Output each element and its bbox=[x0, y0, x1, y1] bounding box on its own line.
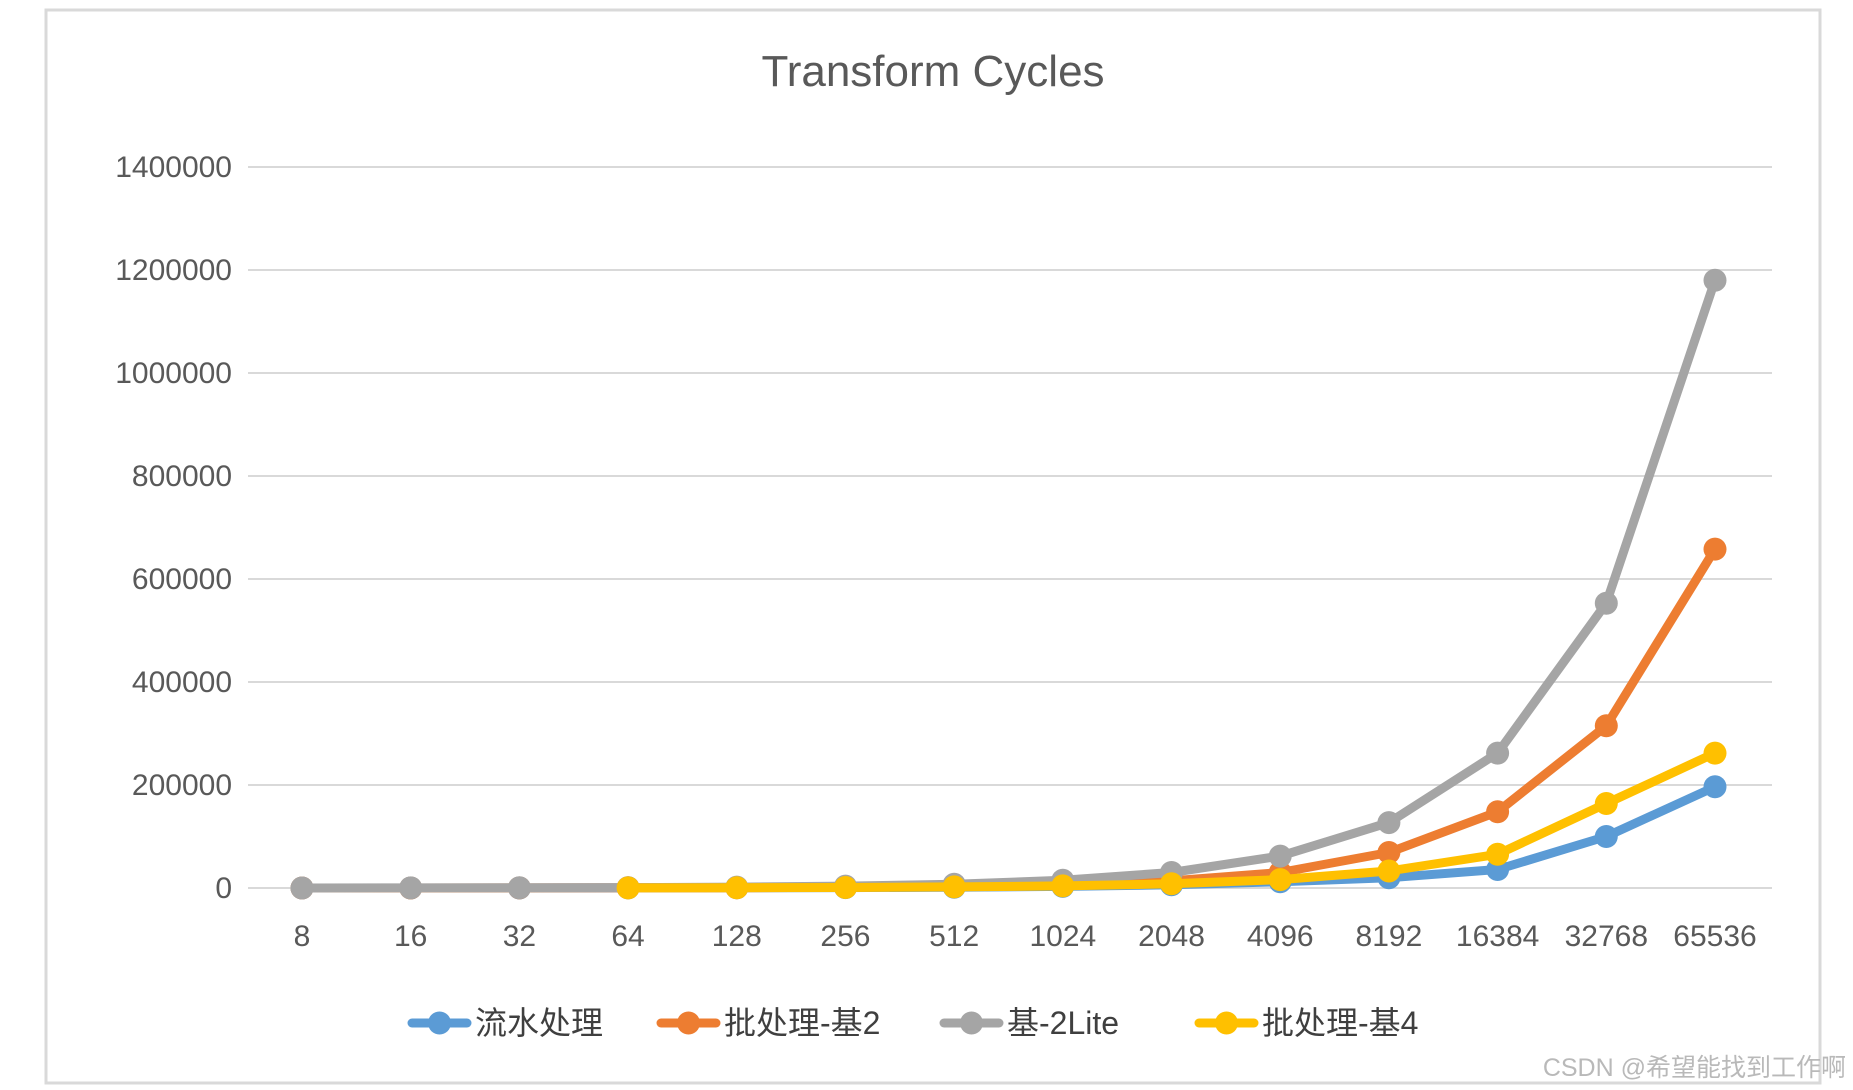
legend-marker-dot bbox=[428, 1011, 451, 1035]
x-tick-label: 16 bbox=[394, 920, 427, 953]
legend-label: 流水处理 bbox=[475, 1005, 603, 1041]
x-tick-label: 1024 bbox=[1029, 920, 1096, 953]
series-marker-3 bbox=[1160, 872, 1183, 896]
y-tick-label: 400000 bbox=[132, 666, 232, 699]
series-marker-3 bbox=[1486, 842, 1510, 866]
series-marker-2 bbox=[507, 876, 531, 900]
chart-border bbox=[44, 8, 1822, 1085]
legend-marker-dot bbox=[677, 1011, 700, 1035]
y-tick-label: 1200000 bbox=[115, 254, 232, 287]
series-marker-3 bbox=[1268, 868, 1292, 892]
series-marker-0 bbox=[1703, 775, 1727, 799]
legend-item-0: 流水处理 bbox=[407, 1005, 603, 1041]
legend-label: 基-2Lite bbox=[1007, 1005, 1119, 1041]
x-tick-label: 2048 bbox=[1138, 920, 1205, 953]
legend-label: 批处理-基2 bbox=[724, 1005, 880, 1041]
x-tick-label: 32768 bbox=[1565, 920, 1648, 953]
series-marker-3 bbox=[725, 876, 749, 900]
legend: 流水处理 批处理-基2 基-2Lite 批处理-基4 bbox=[407, 1005, 1418, 1041]
x-tick-label: 8 bbox=[294, 920, 311, 953]
series-marker-2 bbox=[1377, 811, 1401, 835]
watermark: CSDN @希望能找到工作啊 bbox=[1543, 1054, 1846, 1082]
series-marker-2 bbox=[1594, 591, 1618, 615]
y-tick-label: 600000 bbox=[132, 563, 232, 596]
x-tick-label: 128 bbox=[712, 920, 762, 953]
x-tick-label: 512 bbox=[929, 920, 979, 953]
series-marker-2 bbox=[1268, 844, 1292, 868]
series-marker-2 bbox=[1486, 741, 1510, 765]
series-lines bbox=[290, 268, 1727, 900]
y-tick-label: 1400000 bbox=[115, 151, 232, 184]
x-tick-label: 4096 bbox=[1247, 920, 1314, 953]
x-tick-label: 16384 bbox=[1456, 920, 1539, 953]
x-tick-label: 8192 bbox=[1356, 920, 1423, 953]
series-marker-3 bbox=[1051, 874, 1075, 898]
y-tick-label: 0 bbox=[215, 872, 232, 905]
x-tick-label: 256 bbox=[820, 920, 870, 953]
legend-label: 批处理-基4 bbox=[1262, 1005, 1418, 1041]
series-marker-1 bbox=[1486, 800, 1510, 824]
series-marker-3 bbox=[834, 876, 857, 899]
legend-item-3: 批处理-基4 bbox=[1194, 1005, 1418, 1041]
series-marker-3 bbox=[1703, 741, 1727, 765]
series-marker-3 bbox=[616, 876, 640, 900]
series-marker-3 bbox=[942, 875, 966, 899]
x-axis-labels: 8 16 32 64 128 256 512 1024 2048 4096 8192 16384 327… bbox=[294, 920, 1757, 953]
series-marker-1 bbox=[1594, 714, 1618, 738]
series-marker-0 bbox=[1594, 825, 1618, 848]
x-tick-label: 32 bbox=[503, 920, 536, 953]
series-marker-2 bbox=[399, 876, 423, 900]
chart-title: Transform Cycles bbox=[761, 47, 1104, 96]
legend-item-1: 批处理-基2 bbox=[656, 1005, 880, 1041]
legend-item-2: 基-2Lite bbox=[939, 1005, 1119, 1041]
series-marker-3 bbox=[1594, 792, 1618, 815]
series-marker-3 bbox=[1377, 859, 1401, 883]
legend-marker-dot bbox=[1215, 1011, 1238, 1035]
x-tick-label: 65536 bbox=[1673, 920, 1756, 953]
series-marker-2 bbox=[290, 876, 314, 900]
x-tick-label: 64 bbox=[611, 920, 644, 953]
legend-marker-dot bbox=[960, 1011, 983, 1035]
series-marker-1 bbox=[1703, 537, 1727, 561]
y-tick-label: 200000 bbox=[132, 769, 232, 802]
series-marker-2 bbox=[1703, 268, 1727, 292]
y-axis-labels: 0 200000 400000 600000 800000 1000000 1200000 1… bbox=[115, 151, 232, 905]
y-tick-label: 1000000 bbox=[115, 357, 232, 390]
series-marker-1 bbox=[1377, 841, 1401, 864]
y-tick-label: 800000 bbox=[132, 460, 232, 493]
